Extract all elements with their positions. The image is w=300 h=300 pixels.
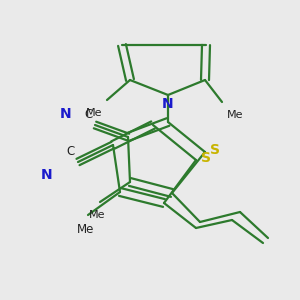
Text: C: C	[67, 145, 75, 158]
Text: Me: Me	[85, 108, 102, 118]
Text: Me: Me	[77, 223, 95, 236]
Text: S: S	[201, 151, 211, 165]
Text: S: S	[210, 143, 220, 157]
Text: C: C	[85, 108, 93, 121]
Text: N: N	[162, 97, 174, 111]
Text: Me: Me	[89, 210, 105, 220]
Text: Me: Me	[227, 110, 244, 120]
Text: N: N	[59, 107, 71, 121]
Text: N: N	[40, 168, 52, 182]
